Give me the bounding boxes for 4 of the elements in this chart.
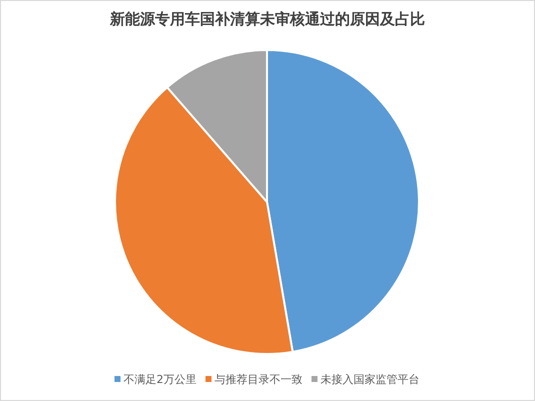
legend-label: 与推荐目录不一致 [214,373,302,386]
legend-label: 不满足2万公里 [124,373,196,386]
chart-title: 新能源专用车国补清算未审核通过的原因及占比 [109,10,425,28]
legend-label: 未接入国家监管平台 [320,373,420,386]
